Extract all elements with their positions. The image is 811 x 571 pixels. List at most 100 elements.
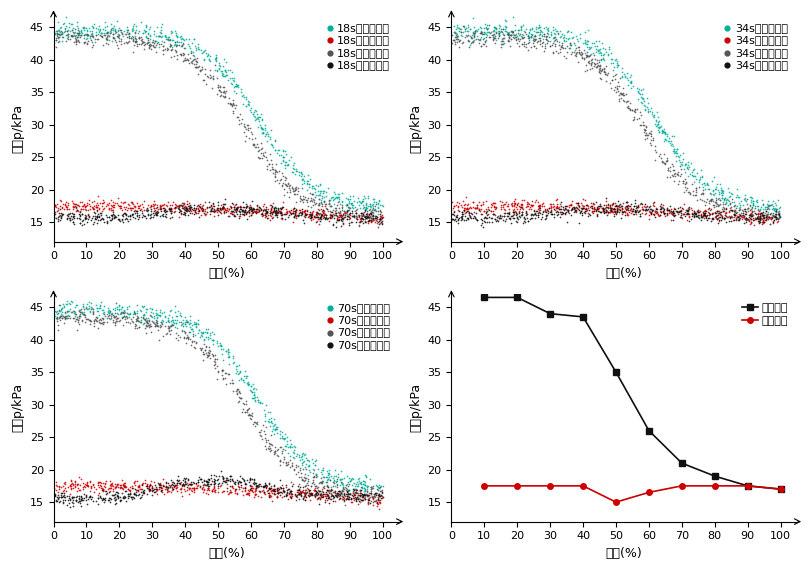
Point [611, 208, 624, 217]
Point [613, 200, 626, 210]
Point [73, 312, 86, 321]
Point [120, 29, 133, 38]
Point [467, 23, 480, 32]
Point [675, 212, 688, 222]
Point [104, 308, 117, 317]
Point [267, 143, 280, 152]
Point [60, 202, 73, 211]
Point [503, 32, 516, 41]
Point [234, 375, 247, 384]
Point [296, 455, 309, 464]
Point [561, 206, 574, 215]
Point [712, 209, 725, 218]
Point [701, 210, 714, 219]
Point [259, 120, 272, 129]
Point [607, 205, 620, 214]
Point [337, 207, 350, 216]
Point [310, 488, 323, 497]
Point [103, 307, 116, 316]
Point [479, 23, 492, 33]
Point [185, 38, 198, 47]
Point [278, 160, 291, 169]
Point [599, 47, 612, 57]
Point [345, 490, 358, 499]
Point [611, 78, 624, 87]
Point [265, 431, 278, 440]
Point [723, 207, 736, 216]
Point [270, 206, 283, 215]
Point [482, 21, 495, 30]
Point [611, 205, 624, 214]
Point [508, 198, 521, 207]
Point [272, 203, 285, 212]
Point [201, 332, 214, 341]
Point [66, 208, 79, 218]
Point [197, 482, 210, 492]
Point [290, 183, 303, 192]
Point [150, 38, 163, 47]
Point [144, 311, 157, 320]
Point [687, 171, 700, 180]
Point [476, 216, 489, 225]
Point [765, 212, 778, 222]
Point [200, 49, 212, 58]
Point [455, 25, 468, 34]
Point [596, 203, 609, 212]
Point [714, 213, 727, 222]
Point [340, 494, 353, 504]
Point [316, 206, 329, 215]
Point [601, 203, 614, 212]
Point [219, 194, 232, 203]
Point [174, 34, 187, 43]
Point [90, 496, 103, 505]
Point [319, 473, 332, 482]
Point [371, 501, 384, 510]
Point [249, 486, 262, 496]
Point [114, 308, 127, 317]
Point [265, 205, 278, 214]
Point [131, 486, 144, 496]
Point [299, 488, 312, 497]
Point [276, 215, 289, 224]
Point [698, 184, 711, 193]
Point [591, 211, 604, 220]
Point [188, 478, 201, 488]
Point [644, 107, 657, 116]
Point [84, 494, 97, 504]
Point [494, 205, 507, 214]
Point [667, 171, 680, 180]
Point [58, 492, 71, 501]
Point [230, 204, 242, 214]
Point [251, 481, 264, 490]
Point [234, 373, 247, 383]
Point [575, 200, 588, 209]
Point [520, 207, 533, 216]
Point [302, 212, 315, 221]
Point [587, 203, 600, 212]
Point [694, 212, 707, 221]
Point [650, 208, 663, 217]
Point [264, 481, 277, 490]
Point [759, 215, 772, 224]
Point [222, 370, 235, 379]
Point [504, 214, 517, 223]
Point [575, 203, 588, 212]
Point [128, 319, 141, 328]
Point [324, 202, 337, 211]
Point [141, 479, 154, 488]
Point [725, 206, 738, 215]
Point [633, 114, 646, 123]
Point [515, 199, 528, 208]
Point [144, 319, 157, 328]
Point [333, 215, 345, 224]
Point [148, 319, 161, 328]
Point [740, 215, 753, 224]
Point [647, 136, 660, 145]
Point [628, 107, 641, 116]
Point [58, 312, 71, 321]
Point [485, 213, 498, 222]
Point [341, 209, 354, 218]
Point [498, 208, 511, 217]
Point [661, 136, 674, 146]
Point [145, 482, 158, 491]
